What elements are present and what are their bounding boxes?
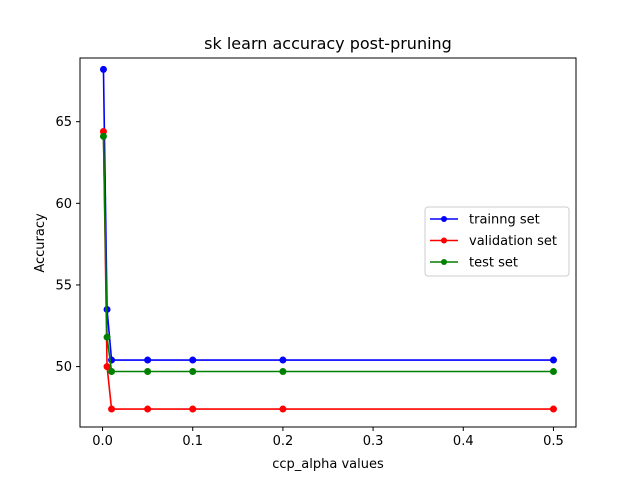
- y-tick-label: 55: [55, 278, 72, 293]
- legend-marker: [441, 259, 447, 265]
- legend-label: test set: [469, 256, 518, 271]
- data-point: [108, 367, 116, 375]
- data-point: [144, 367, 152, 375]
- x-tick-label: 0.1: [182, 434, 203, 449]
- data-point: [549, 405, 557, 413]
- x-tick-label: 0.3: [363, 434, 384, 449]
- data-point: [99, 132, 107, 140]
- data-point: [99, 65, 107, 73]
- data-point: [279, 367, 287, 375]
- data-point: [103, 333, 111, 341]
- plot-frame: [79, 57, 577, 428]
- x-tick-label: 0.5: [543, 434, 564, 449]
- x-tick-label: 0.4: [453, 434, 474, 449]
- data-point: [144, 356, 152, 364]
- data-point: [549, 367, 557, 375]
- x-axis-ticks: 0.0 0.1 0.2 0.3 0.4 0.5: [92, 427, 564, 449]
- series-1: [99, 127, 557, 413]
- x-axis-label: ccp_alpha values: [272, 457, 384, 472]
- y-tick-label: 65: [55, 115, 72, 130]
- data-point: [279, 405, 287, 413]
- x-tick-label: 0.0: [92, 434, 113, 449]
- x-tick-label: 0.2: [273, 434, 294, 449]
- legend-label: trainng set: [469, 213, 540, 228]
- y-tick-label: 50: [55, 360, 72, 375]
- data-point: [189, 356, 197, 364]
- series-layer: [99, 65, 557, 413]
- legend-marker: [441, 216, 447, 222]
- data-point: [108, 405, 116, 413]
- data-point: [279, 356, 287, 364]
- y-tick-label: 60: [55, 197, 72, 212]
- series-2: [99, 132, 557, 375]
- plot-area: [79, 57, 577, 428]
- data-point: [189, 367, 197, 375]
- y-axis-ticks: 50 55 60 65: [55, 115, 80, 375]
- legend-label: validation set: [469, 234, 557, 249]
- legend-item: validation set: [430, 234, 557, 249]
- data-point: [144, 405, 152, 413]
- data-point: [549, 356, 557, 364]
- data-point: [189, 405, 197, 413]
- data-point: [103, 363, 111, 371]
- legend-box: [424, 206, 570, 277]
- legend-item: trainng set: [430, 213, 540, 228]
- y-axis-label: Accuracy: [33, 213, 48, 273]
- legend-marker: [441, 237, 447, 244]
- legend-item: test set: [430, 256, 518, 271]
- chart-title: sk learn accuracy post-pruning: [204, 34, 452, 53]
- legend: trainng set validation set test set: [424, 206, 570, 277]
